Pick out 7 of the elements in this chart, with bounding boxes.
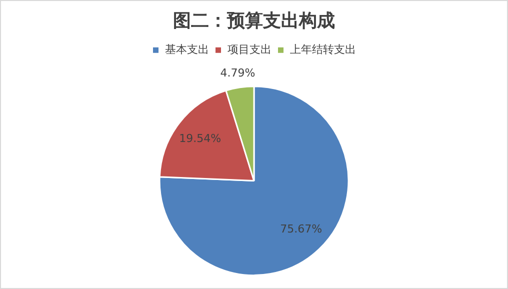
legend-label: 基本支出 xyxy=(164,42,209,56)
data-label: 4.79% xyxy=(220,66,256,80)
legend-label: 项目支出 xyxy=(227,42,272,56)
legend-label: 上年结转支出 xyxy=(290,42,356,56)
data-label: 75.67% xyxy=(280,222,322,236)
data-label: 19.54% xyxy=(179,132,222,146)
chart-title: 图二：预算支出构成 xyxy=(173,10,335,32)
